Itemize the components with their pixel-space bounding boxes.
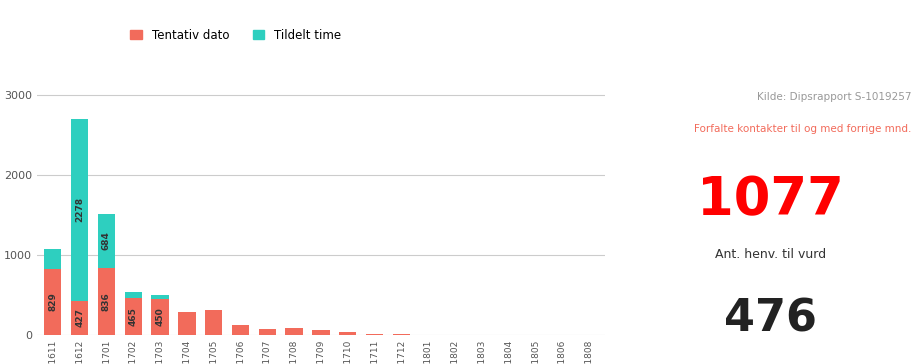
Bar xyxy=(44,269,61,335)
Bar xyxy=(205,310,223,335)
Bar xyxy=(339,332,357,335)
Bar xyxy=(312,331,330,335)
Bar xyxy=(366,334,383,335)
Text: 427: 427 xyxy=(75,308,84,327)
Bar xyxy=(44,249,61,269)
Text: Ant. henv. til vurd: Ant. henv. til vurd xyxy=(714,248,826,261)
Bar xyxy=(98,268,116,335)
Text: 1077: 1077 xyxy=(697,174,844,226)
Text: 450: 450 xyxy=(156,308,164,326)
Bar xyxy=(98,214,116,268)
Bar xyxy=(259,329,276,335)
Bar xyxy=(125,292,142,298)
Text: 476: 476 xyxy=(724,298,817,341)
Text: Kilde: Dipsrapport S-1019257: Kilde: Dipsrapport S-1019257 xyxy=(757,92,911,102)
Text: 2278: 2278 xyxy=(75,197,84,222)
Bar xyxy=(151,299,169,335)
Bar xyxy=(232,324,249,335)
Text: 465: 465 xyxy=(128,307,138,326)
Bar xyxy=(178,312,195,335)
Text: Planlagte kontakter (tildelt/tentativ time): Planlagte kontakter (tildelt/tentativ ti… xyxy=(9,23,502,43)
Bar xyxy=(151,295,169,299)
Bar xyxy=(71,301,88,335)
Text: 684: 684 xyxy=(102,232,111,250)
Bar xyxy=(125,298,142,335)
Text: 836: 836 xyxy=(102,292,111,311)
Text: 829: 829 xyxy=(49,292,57,311)
Text: Forfalte kontakter til og med forrige mnd.: Forfalte kontakter til og med forrige mn… xyxy=(694,124,911,134)
Bar xyxy=(392,334,410,335)
Bar xyxy=(285,328,303,335)
Bar xyxy=(71,119,88,301)
Legend: Tentativ dato, Tildelt time: Tentativ dato, Tildelt time xyxy=(126,24,346,46)
